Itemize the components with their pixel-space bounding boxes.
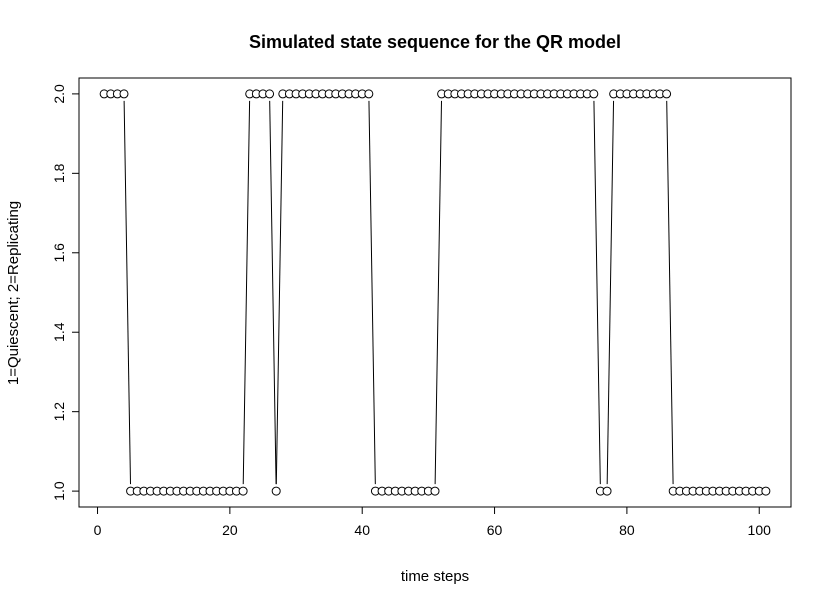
data-point (364, 89, 374, 99)
data-point (602, 486, 612, 496)
series-segment (593, 100, 601, 485)
data-point (430, 486, 440, 496)
data-point (662, 89, 672, 99)
y-tick-label: 1.2 (51, 402, 67, 422)
y-axis: 1.0 1.2 1.4 1.6 1.8 2.0 (51, 84, 79, 501)
data-point (589, 89, 599, 99)
series-segment (275, 100, 284, 485)
series-segment (123, 100, 131, 485)
x-tick-label: 20 (222, 522, 238, 538)
x-axis-label: time steps (401, 568, 469, 585)
y-axis-label: 1=Quiescent; 2=Replicating (5, 201, 22, 385)
series-segment (434, 100, 443, 485)
y-tick-label: 1.6 (51, 243, 67, 263)
y-tick-label: 2.0 (51, 84, 67, 104)
plot-frame (78, 77, 792, 508)
x-tick-label: 60 (487, 522, 503, 538)
series-segment (269, 100, 277, 485)
series-segment (242, 100, 251, 485)
x-tick-label: 100 (748, 522, 772, 538)
data-point (238, 486, 248, 496)
data-point (119, 89, 129, 99)
y-tick-label: 1.8 (51, 163, 67, 183)
series-lines (123, 100, 674, 485)
y-tick-label: 1.4 (51, 322, 67, 342)
series-segment (606, 100, 615, 485)
y-tick-label: 1.0 (51, 481, 67, 501)
series-points (99, 89, 771, 496)
data-point (265, 89, 275, 99)
data-point (761, 486, 771, 496)
x-tick-label: 0 (94, 522, 102, 538)
chart-title: Simulated state sequence for the QR mode… (249, 32, 621, 52)
series-segment (666, 100, 674, 485)
x-tick-label: 80 (619, 522, 635, 538)
x-axis: 0 20 40 60 80 100 (94, 507, 772, 538)
series-segment (368, 100, 376, 485)
x-tick-label: 40 (354, 522, 370, 538)
data-point (271, 486, 281, 496)
